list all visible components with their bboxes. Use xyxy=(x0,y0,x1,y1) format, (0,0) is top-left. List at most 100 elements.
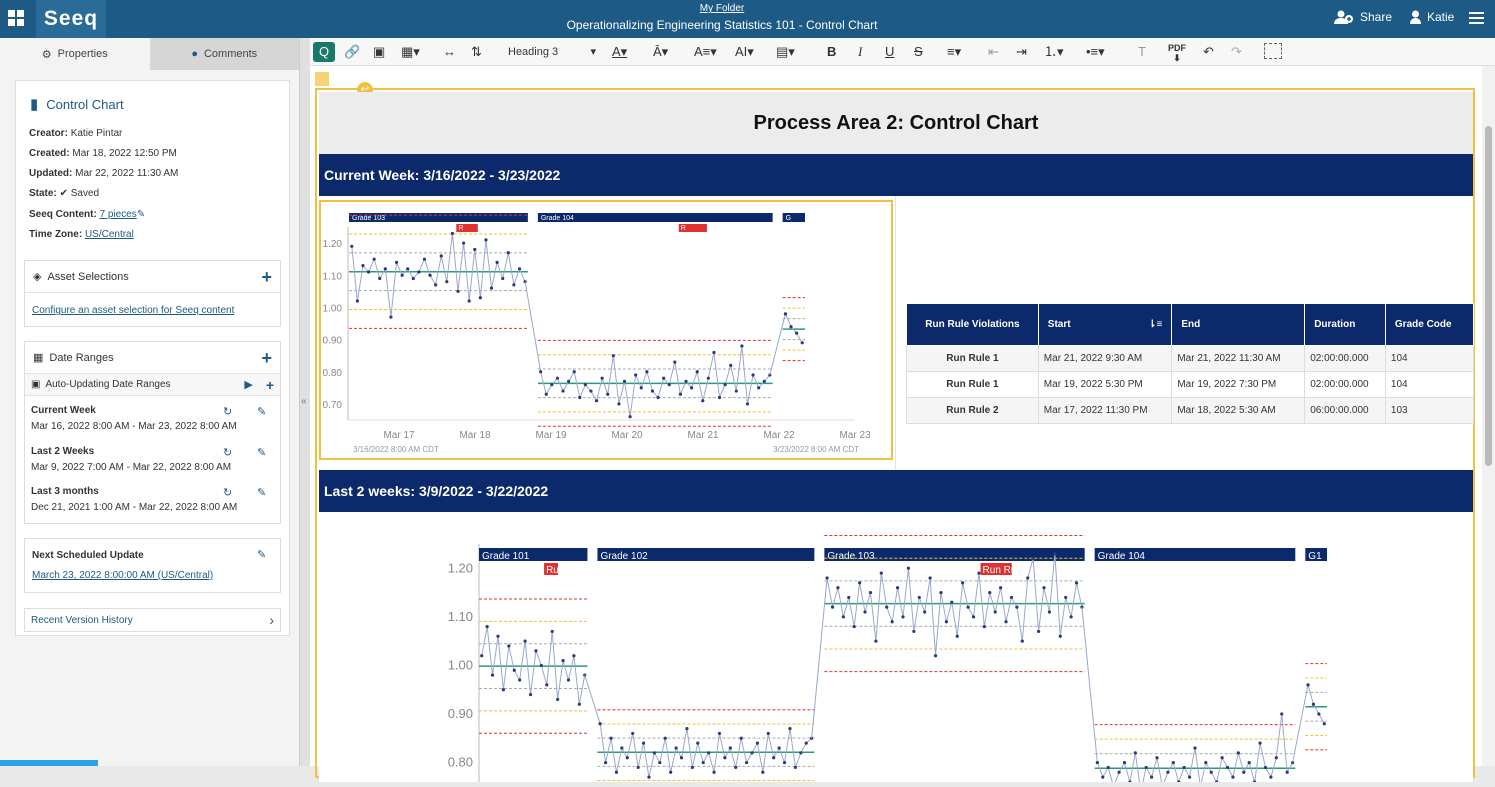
tab-comments[interactable]: ● Comments xyxy=(149,38,299,70)
bullet-list-icon[interactable]: •≡▾ xyxy=(1086,44,1105,59)
highlight-icon[interactable]: Ā▾ xyxy=(653,44,669,59)
last-2-weeks-chart[interactable]: 1.20 1.10 1.00 0.90 0.80 Grade 101 Run Rul... G… xyxy=(319,512,1473,787)
current-week-chart-svg[interactable]: 1.20 1.10 1.00 0.90 0.80 0.70 Mar 17 Mar 18 Mar … xyxy=(321,202,891,458)
data-point xyxy=(578,395,582,400)
editor-scrollbar[interactable] xyxy=(1482,66,1495,766)
table-row[interactable]: Run Rule 1 Mar 19, 2022 5:30 PM Mar 19, 20… xyxy=(906,371,1475,398)
redo-icon[interactable]: ↷ xyxy=(1231,44,1242,59)
add-asset-icon[interactable]: + xyxy=(261,266,272,287)
data-point xyxy=(572,654,576,658)
numbered-list-icon[interactable]: ⒈▾ xyxy=(1044,44,1064,59)
add-auto-range-icon[interactable]: + xyxy=(265,376,274,393)
table-header[interactable]: Run Rule Violations xyxy=(906,303,1039,346)
edit-icon[interactable]: ✎ xyxy=(257,549,267,561)
collapse-icon[interactable]: « xyxy=(301,396,307,407)
data-point xyxy=(496,634,500,638)
table-header[interactable]: Grade Code xyxy=(1384,303,1475,346)
content-link[interactable]: 7 pieces xyxy=(99,209,137,220)
date-range-name: Last 3 months xyxy=(31,486,99,497)
refresh-icon[interactable]: ↻ xyxy=(223,447,233,459)
drag-handle-icon[interactable] xyxy=(315,72,329,86)
editor-toolbar: Q 🔗 ▣ ▦▾ ↔ ⇅ Heading 3 ▾ A▾ Ā▾ A≡▾ AI▾ ▤▾… xyxy=(310,38,1495,66)
clear-format-icon[interactable]: T xyxy=(1138,44,1146,59)
hamburger-menu-icon[interactable] xyxy=(1469,12,1484,24)
data-point xyxy=(928,576,932,580)
user-menu[interactable]: Katie xyxy=(1410,10,1454,24)
document-editor[interactable]: ↩ Process Area 2: Control Chart Current … xyxy=(310,66,1482,787)
version-history-button[interactable]: Recent Version History › xyxy=(24,608,281,632)
table-header[interactable]: Start ⇂≡ xyxy=(1037,303,1173,346)
app-grid-icon[interactable] xyxy=(8,10,24,26)
width-icon[interactable]: ↔ xyxy=(443,44,456,59)
add-date-range-icon[interactable]: + xyxy=(261,347,272,368)
data-point xyxy=(933,654,938,658)
edit-icon[interactable]: ✎ xyxy=(136,209,146,220)
x-tick-label: Mar 17 xyxy=(383,430,415,441)
data-point xyxy=(1231,775,1235,779)
scrollbar-thumb[interactable] xyxy=(1485,126,1492,466)
edit-icon[interactable]: ✎ xyxy=(257,406,267,418)
table-header[interactable]: Duration xyxy=(1304,303,1386,346)
data-point xyxy=(422,257,427,261)
current-week-chart[interactable]: 1.20 1.10 1.00 0.90 0.80 0.70 Mar 17 Mar 18 Mar … xyxy=(319,200,893,460)
cube-icon: ◈ xyxy=(33,271,42,283)
underline-icon[interactable]: U xyxy=(885,44,895,59)
data-point xyxy=(1047,610,1052,614)
table-row[interactable]: Run Rule 1 Mar 21, 2022 9:30 AM Mar 21, 20… xyxy=(906,345,1475,372)
data-point xyxy=(777,746,781,750)
data-point xyxy=(641,741,646,745)
page-break-icon[interactable]: ⇅ xyxy=(471,44,482,59)
font-family-icon[interactable]: AI▾ xyxy=(735,44,754,59)
refresh-icon[interactable]: ↻ xyxy=(223,487,233,499)
data-point xyxy=(684,379,688,383)
data-point xyxy=(755,741,760,745)
heading-select[interactable]: Heading 3 ▾ xyxy=(508,46,596,58)
table-icon[interactable]: ▦▾ xyxy=(401,44,420,59)
timezone-link[interactable]: US/Central xyxy=(84,229,134,240)
indent-icon[interactable]: ⇥ xyxy=(1016,44,1027,59)
user-icon xyxy=(1410,10,1421,24)
data-point xyxy=(674,746,678,750)
tab-properties[interactable]: ⚙ Properties xyxy=(0,38,150,70)
font-color-icon[interactable]: A▾ xyxy=(612,44,628,59)
table-row[interactable]: Run Rule 2 Mar 17, 2022 11:30 PM Mar 18, 2… xyxy=(906,397,1475,424)
image-icon[interactable]: ▣ xyxy=(373,44,386,59)
data-point xyxy=(707,751,711,755)
align-icon[interactable]: ≡▾ xyxy=(947,44,962,59)
table-header[interactable]: End xyxy=(1171,303,1306,346)
panel-splitter[interactable]: « xyxy=(300,38,310,766)
data-point xyxy=(740,344,744,348)
scheduled-update-link[interactable]: March 23, 2022 8:00:00 AM (US/Central) xyxy=(32,570,214,581)
outdent-icon[interactable]: ⇤ xyxy=(988,44,999,59)
data-point xyxy=(555,376,560,380)
share-button[interactable]: Share xyxy=(1334,10,1392,24)
data-point xyxy=(634,373,638,377)
edit-icon[interactable]: ✎ xyxy=(257,487,267,499)
date-range-item[interactable]: Current Week Mar 16, 2022 8:00 AM - Mar 2… xyxy=(31,405,237,432)
date-range-item[interactable]: Last 2 Weeks Mar 9, 2022 7:00 AM - Mar 22… xyxy=(31,446,231,473)
data-point xyxy=(614,770,619,774)
last-2-weeks-chart-svg[interactable]: 1.20 1.10 1.00 0.90 0.80 Grade 101 Run Rul... G… xyxy=(319,512,1473,787)
data-point xyxy=(577,702,581,706)
border-icon[interactable] xyxy=(1264,43,1282,59)
link-icon[interactable]: 🔗 xyxy=(344,44,361,59)
data-point xyxy=(695,370,699,374)
edit-icon[interactable]: ✎ xyxy=(257,447,267,459)
bold-icon[interactable]: B xyxy=(827,44,837,59)
seeq-logo[interactable]: Seeq xyxy=(36,0,106,38)
folder-link[interactable]: My Folder xyxy=(699,3,745,14)
data-point xyxy=(993,610,997,614)
italic-icon[interactable]: I xyxy=(858,44,863,59)
refresh-icon[interactable]: ↻ xyxy=(223,406,233,418)
data-point xyxy=(544,392,548,396)
seeq-content-icon[interactable]: Q xyxy=(313,42,335,62)
sort-icon[interactable]: ⇂≡ xyxy=(1148,319,1163,330)
pdf-export-icon[interactable]: PDF ⬇ xyxy=(1168,43,1186,63)
font-size-icon[interactable]: A≡▾ xyxy=(694,44,717,59)
format-icon[interactable]: ▤▾ xyxy=(776,44,795,59)
undo-icon[interactable]: ↶ xyxy=(1203,44,1214,59)
date-range-item[interactable]: Last 3 months Dec 21, 2021 1:00 AM - Mar … xyxy=(31,486,237,513)
play-icon[interactable]: ▶ xyxy=(244,379,253,391)
configure-asset-link[interactable]: Configure an asset selection for Seeq co… xyxy=(32,305,235,316)
strikethrough-icon[interactable]: S xyxy=(914,44,923,59)
